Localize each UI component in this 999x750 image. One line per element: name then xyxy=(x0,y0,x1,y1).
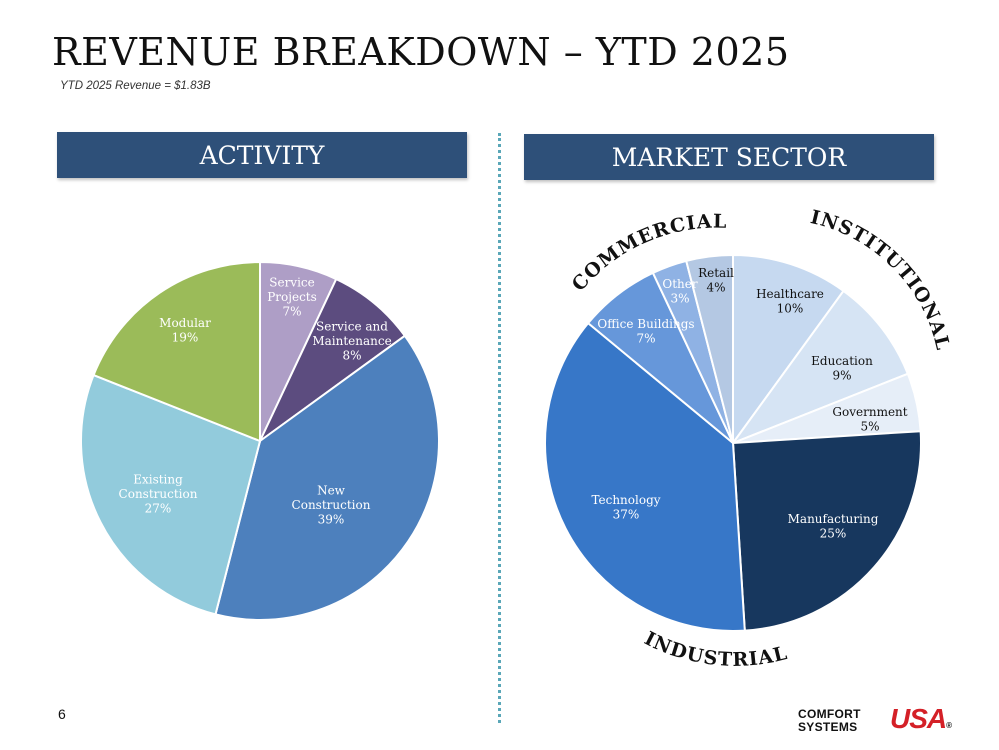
revenue-subtitle: YTD 2025 Revenue = $1.83B xyxy=(60,80,211,92)
logo-line-systems: SYSTEMS xyxy=(798,720,858,734)
pie-label-manufacturing: Manufacturing 25% xyxy=(788,512,879,541)
pie-slice-manufacturing xyxy=(731,430,922,632)
pie-label-other: Other 3% xyxy=(662,277,697,306)
pie-label-technology: Technology 37% xyxy=(591,493,660,522)
market-sector-header: MARKET SECTOR xyxy=(524,134,934,180)
pie-slice-retail xyxy=(685,253,734,444)
pie-label-new-construction: New Construction 39% xyxy=(292,484,371,527)
group-label-industrial: INDUSTRIAL xyxy=(641,627,790,670)
pie-slice-technology xyxy=(544,321,746,632)
pie-label-healthcare: Healthcare 10% xyxy=(756,287,824,316)
pie-slice-new-construction xyxy=(214,334,440,621)
pie-label-retail: Retail 4% xyxy=(698,266,734,295)
pie-slice-service-and-maintenance xyxy=(259,277,407,442)
pie-label-modular: Modular 19% xyxy=(159,316,211,345)
pie-slice-healthcare xyxy=(732,253,845,447)
pie-label-service-and-maintenance: Service and Maintenance 8% xyxy=(312,320,391,363)
pie-label-office-buildings: Office Buildings 7% xyxy=(597,317,694,346)
panel-divider xyxy=(498,133,501,723)
market-sector-pie: Healthcare 10% Education 9% Government 5% Manu… xyxy=(544,253,922,632)
pie-label-government: Government 5% xyxy=(832,405,907,434)
pie-label-service-projects: Service Projects 7% xyxy=(267,276,317,319)
pie-label-education: Education 9% xyxy=(811,354,873,383)
page-number: 6 xyxy=(58,706,66,722)
logo-line-comfort: COMFORT xyxy=(798,707,861,721)
page-title: REVENUE BREAKDOWN – YTD 2025 xyxy=(52,30,790,74)
comfort-systems-usa-logo: COMFORT SYSTEMS USA® xyxy=(798,703,970,737)
pie-label-existing-construction: Existing Construction 27% xyxy=(119,473,198,516)
activity-header: ACTIVITY xyxy=(57,132,467,178)
activity-pie: Service Projects 7%Service and Maintenance 8… xyxy=(80,260,440,621)
pie-slice-existing-construction xyxy=(80,373,262,616)
pie-slice-education xyxy=(730,289,910,446)
pie-slice-modular xyxy=(92,260,261,443)
logo-usa-mark: USA® xyxy=(890,703,952,734)
